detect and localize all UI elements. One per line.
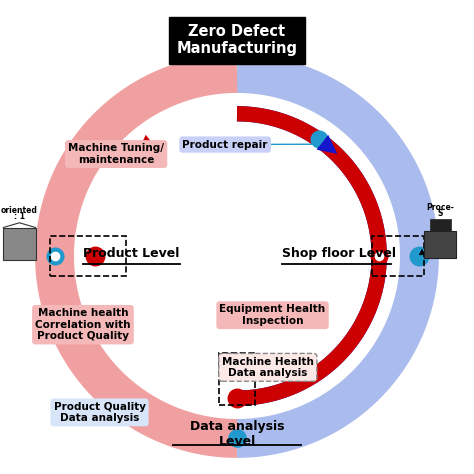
Bar bbox=[3, 228, 36, 260]
Point bbox=[315, 136, 322, 143]
Text: Equipment Health
Inspection: Equipment Health Inspection bbox=[219, 304, 326, 326]
Text: S: S bbox=[438, 209, 443, 218]
Point bbox=[91, 252, 99, 260]
Text: Data analysis
Level: Data analysis Level bbox=[190, 419, 284, 448]
Text: oriented: oriented bbox=[1, 206, 38, 215]
Bar bbox=[430, 219, 451, 231]
Point bbox=[133, 152, 140, 159]
Text: Machine health
Correlation with
Product Quality: Machine health Correlation with Product … bbox=[35, 308, 131, 341]
Point bbox=[375, 252, 383, 260]
Text: Product Quality
Data analysis: Product Quality Data analysis bbox=[54, 401, 146, 423]
Text: Machine Tuning/
maintenance: Machine Tuning/ maintenance bbox=[68, 143, 164, 165]
Text: : 1: : 1 bbox=[14, 212, 25, 221]
Bar bbox=[372, 236, 424, 276]
Point bbox=[233, 435, 241, 442]
Text: Zero Defect
Manufacturing: Zero Defect Manufacturing bbox=[176, 24, 298, 56]
Point bbox=[51, 252, 58, 260]
Point bbox=[233, 394, 241, 402]
Text: Product Level: Product Level bbox=[83, 247, 179, 260]
Point bbox=[416, 252, 423, 260]
Bar bbox=[424, 231, 456, 258]
Text: Shop floor Level: Shop floor Level bbox=[282, 247, 396, 260]
Text: Machine Health
Data analysis: Machine Health Data analysis bbox=[222, 356, 314, 378]
Text: Product repair: Product repair bbox=[182, 139, 268, 150]
Bar bbox=[50, 236, 126, 276]
Text: Proce-: Proce- bbox=[427, 203, 454, 211]
Bar bbox=[219, 353, 255, 405]
